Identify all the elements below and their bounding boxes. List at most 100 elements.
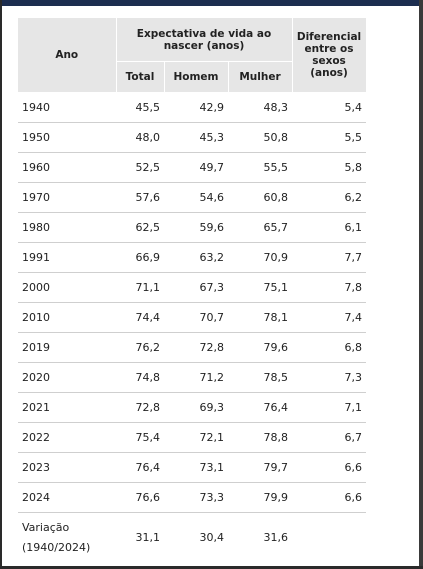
row-label: 2019	[18, 332, 116, 363]
cell: 5,8	[292, 152, 367, 183]
table-row: 1991 66,9 63,2 70,9 7,7	[18, 242, 367, 273]
row-label: 2023	[18, 452, 116, 483]
cell: 48,3	[228, 92, 293, 123]
header-men: Homem	[164, 61, 229, 93]
cell: 6,7	[292, 422, 367, 453]
cell: 76,4	[228, 392, 293, 423]
cell: 73,3	[164, 482, 228, 513]
cell: 72,8	[164, 332, 228, 363]
cell: 71,1	[116, 272, 164, 303]
cell: 78,5	[228, 362, 293, 393]
top-bar	[0, 0, 423, 6]
cell: 7,8	[292, 272, 367, 303]
cell: 76,2	[116, 332, 164, 363]
header-year: Ano	[18, 18, 117, 93]
row-label: 1950	[18, 122, 116, 153]
cell: 66,9	[116, 242, 164, 273]
cell: 70,7	[164, 302, 228, 333]
table-row: 2010 74,4 70,7 78,1 7,4	[18, 302, 367, 333]
cell: 71,2	[164, 362, 228, 393]
table-row: 2000 71,1 67,3 75,1 7,8	[18, 272, 367, 303]
cell: 65,7	[228, 212, 293, 243]
cell: 31,6	[263, 531, 289, 544]
header-total: Total	[116, 61, 165, 93]
table-row: 1940 45,5 42,9 48,3 5,4	[18, 92, 367, 123]
cell: 7,3	[292, 362, 367, 393]
table-row: 2024 76,6 73,3 79,9 6,6	[18, 482, 367, 513]
row-label: 1970	[18, 182, 116, 213]
cell: 42,9	[164, 92, 228, 123]
row-label: 1991	[18, 242, 116, 273]
bottom-border	[0, 566, 423, 569]
right-border	[419, 0, 423, 569]
cell: 78,8	[228, 422, 293, 453]
cell: 75,4	[116, 422, 164, 453]
cell: 45,5	[116, 92, 164, 123]
cell: 54,6	[164, 182, 228, 213]
cell: 48,0	[116, 122, 164, 153]
cell: 74,8	[116, 362, 164, 393]
table-body: 1940 45,5 42,9 48,3 5,4 1950 48,0 45,3 50,8 5,5 19…	[18, 92, 367, 563]
cell: 62,5	[116, 212, 164, 243]
cell: 55,5	[228, 152, 293, 183]
table-row: 2022 75,4 72,1 78,8 6,7	[18, 422, 367, 453]
header-diff: Diferencial entre os sexos (anos)	[292, 18, 367, 93]
table-row: 2020 74,8 71,2 78,5 7,3	[18, 362, 367, 393]
cell: 6,6	[292, 452, 367, 483]
table-row: 1950 48,0 45,3 50,8 5,5	[18, 122, 367, 153]
row-label: 2000	[18, 272, 116, 303]
cell: 74,4	[116, 302, 164, 333]
cell: 50,8	[228, 122, 293, 153]
cell: 72,1	[164, 422, 228, 453]
cell: 52,5	[116, 152, 164, 183]
cell: 30,4	[199, 531, 225, 544]
cell: 76,4	[116, 452, 164, 483]
table-row: 1960 52,5 49,7 55,5 5,8	[18, 152, 367, 183]
row-label: 2024	[18, 482, 116, 513]
cell: 6,6	[292, 482, 367, 513]
cell: 59,6	[164, 212, 228, 243]
cell: 63,2	[164, 242, 228, 273]
row-label: 1960	[18, 152, 116, 183]
cell: 70,9	[228, 242, 293, 273]
table-row: Variação (1940/2024) 31,1 30,4 31,6	[18, 513, 366, 563]
left-border	[0, 0, 2, 569]
cell: 6,8	[292, 332, 367, 363]
cell: 67,3	[164, 272, 228, 303]
cell: 79,7	[228, 452, 293, 483]
row-label: 1940	[18, 92, 116, 123]
table-row: 1980 62,5 59,6 65,7 6,1	[18, 212, 367, 243]
cell: 79,9	[228, 482, 293, 513]
table-row: 2023 76,4 73,1 79,7 6,6	[18, 452, 367, 483]
cell: 75,1	[228, 272, 293, 303]
cell: 69,3	[164, 392, 228, 423]
row-label: 2020	[18, 362, 116, 393]
cell: 73,1	[164, 452, 228, 483]
row-label: 2022	[18, 422, 116, 453]
cell: 7,1	[292, 392, 367, 423]
cell: 78,1	[228, 302, 293, 333]
cell: 5,4	[292, 92, 367, 123]
row-label: 2021	[18, 392, 116, 423]
cell: 76,6	[116, 482, 164, 513]
cell: 45,3	[164, 122, 228, 153]
cell: 60,8	[228, 182, 293, 213]
cell: 7,4	[292, 302, 367, 333]
cell: 7,7	[292, 242, 367, 273]
table-row: 2021 72,8 69,3 76,4 7,1	[18, 392, 367, 423]
cell: 31,1	[135, 531, 161, 544]
table-row: 1970 57,6 54,6 60,8 6,2	[18, 182, 367, 213]
row-label: 1980	[18, 212, 116, 243]
table-row: 2019 76,2 72,8 79,6 6,8	[18, 332, 367, 363]
cell: 79,6	[228, 332, 293, 363]
life-expectancy-table: Ano Expectativa de vida ao nascer (anos)…	[18, 18, 367, 562]
cell: 57,6	[116, 182, 164, 213]
header-women: Mulher	[228, 61, 293, 93]
header-life: Expectativa de vida ao nascer (anos)	[116, 18, 293, 62]
row-label: 2010	[18, 302, 116, 333]
cell: 5,5	[292, 122, 367, 153]
cell: 49,7	[164, 152, 228, 183]
cell: 72,8	[116, 392, 164, 423]
cell: 6,1	[292, 212, 367, 243]
